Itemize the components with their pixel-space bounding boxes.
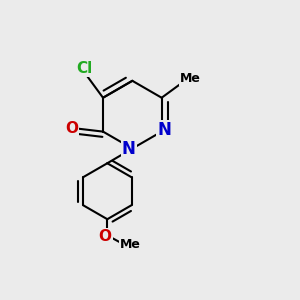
Text: Me: Me — [180, 72, 201, 85]
Text: N: N — [122, 140, 136, 158]
Text: Me: Me — [119, 238, 140, 251]
Text: Cl: Cl — [76, 61, 93, 76]
Text: N: N — [158, 121, 172, 139]
Text: O: O — [65, 121, 78, 136]
Text: O: O — [98, 230, 112, 244]
